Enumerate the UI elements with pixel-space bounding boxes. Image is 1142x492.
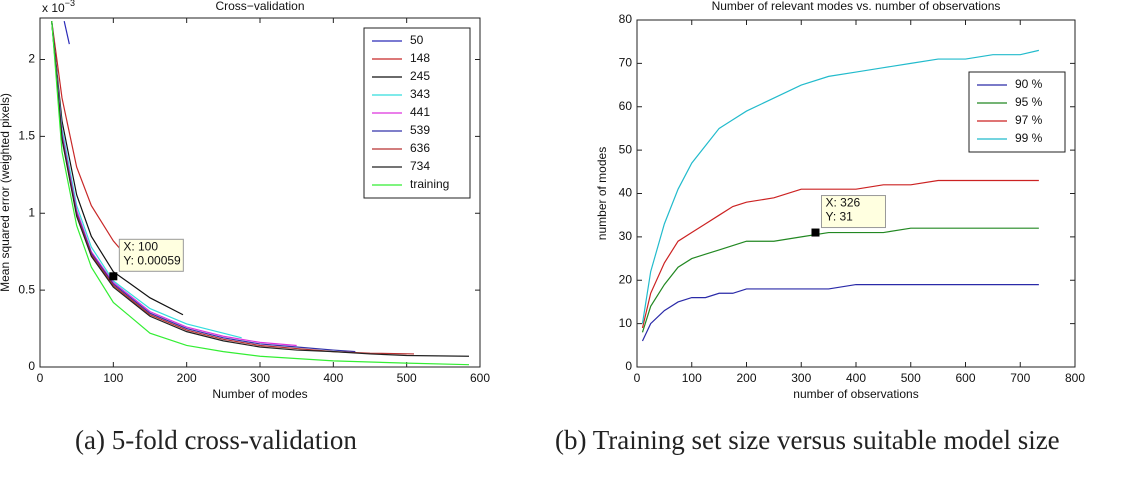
legend-label: training <box>410 177 449 191</box>
x-tick-label: 0 <box>37 371 44 385</box>
caption: (b) Training set size versus suitable mo… <box>555 425 1060 455</box>
y-multiplier: x 10−3 <box>42 0 75 15</box>
datatip-box <box>118 238 184 272</box>
legend-label: 636 <box>410 141 430 155</box>
datatip-y: Y: 31 <box>825 210 853 224</box>
x-tick-label: 600 <box>955 371 975 385</box>
x-tick-label: 600 <box>470 371 490 385</box>
series-line <box>641 283 1039 342</box>
series-line <box>641 227 1039 333</box>
chart-title: Cross−validation <box>215 0 304 13</box>
series-line <box>51 21 184 316</box>
series-group <box>641 49 1040 342</box>
y-tick-label: 1.5 <box>18 129 35 143</box>
y-tick-label: 0 <box>625 359 632 373</box>
chart-title: Number of relevant modes vs. number of o… <box>712 0 1001 13</box>
series-line <box>641 49 1040 324</box>
y-tick-label: 60 <box>619 99 633 113</box>
y-axis-label: number of modes <box>595 147 609 240</box>
x-tick-label: 500 <box>397 371 417 385</box>
datatip-marker <box>811 228 820 237</box>
y-tick-label: 50 <box>619 142 633 156</box>
x-tick-label: 300 <box>250 371 270 385</box>
x-tick-label: 100 <box>682 371 702 385</box>
series-line <box>51 21 470 357</box>
y-tick-label: 20 <box>619 272 633 286</box>
series-group <box>51 20 470 366</box>
datatip-y: Y: 0.00059 <box>123 253 181 267</box>
x-axis-label: number of observations <box>793 387 918 401</box>
series-line <box>51 20 127 257</box>
legend-label: 734 <box>410 159 430 173</box>
y-multiplier-exponent: −3 <box>65 0 75 8</box>
legend-label: 148 <box>410 51 430 65</box>
y-tick-label: 40 <box>619 186 633 200</box>
y-tick-label: 30 <box>619 229 633 243</box>
x-axis-label: Number of modes <box>212 387 307 401</box>
series-line <box>51 21 470 366</box>
legend-label: 99 % <box>1015 131 1043 145</box>
legend-label: 50 <box>410 33 424 47</box>
y-tick-label: 2 <box>28 52 35 66</box>
legend-label: 539 <box>410 123 430 137</box>
x-tick-label: 300 <box>791 371 811 385</box>
charts: Cross−validation Number of modes Mean squa… <box>0 0 1085 401</box>
x-tick-label: 400 <box>323 371 343 385</box>
x-tick-label: 200 <box>177 371 197 385</box>
series-line <box>63 20 70 45</box>
y-tick-label: 70 <box>619 56 633 70</box>
x-tick-label: 800 <box>1065 371 1085 385</box>
legend-label: 343 <box>410 87 430 101</box>
y-tick-label: 10 <box>619 316 633 330</box>
legend-label: 90 % <box>1015 77 1043 91</box>
series-line <box>51 21 242 339</box>
datatip-x: X: 326 <box>825 196 860 210</box>
y-tick-label: 1 <box>28 205 35 219</box>
y-tick-label: 80 <box>619 12 633 26</box>
x-tick-label: 200 <box>736 371 756 385</box>
y-tick-label: 0.5 <box>18 282 35 296</box>
y-axis-label: Mean squared error (weighted pixels) <box>0 93 12 292</box>
y-tick-label: 0 <box>28 359 35 373</box>
y-multiplier-base: x 10 <box>42 1 65 15</box>
caption: (a) 5-fold cross-validation <box>75 425 357 455</box>
x-tick-label: 0 <box>634 371 641 385</box>
legend-label: 441 <box>410 105 430 119</box>
legend-label: 245 <box>410 69 430 83</box>
legend-label: 95 % <box>1015 95 1043 109</box>
x-tick-label: 700 <box>1010 371 1030 385</box>
legend-label: 97 % <box>1015 113 1043 127</box>
datatip-marker <box>109 272 118 281</box>
datatip-x: X: 100 <box>123 239 158 253</box>
x-tick-label: 500 <box>901 371 921 385</box>
datatip-box <box>820 195 886 229</box>
x-tick-label: 400 <box>846 371 866 385</box>
x-tick-label: 100 <box>103 371 123 385</box>
series-line <box>641 179 1039 329</box>
